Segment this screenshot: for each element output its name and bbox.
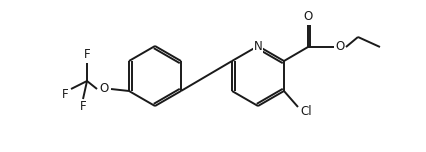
Text: F: F [62, 88, 68, 102]
Text: Cl: Cl [300, 105, 312, 117]
Text: N: N [253, 40, 262, 52]
Text: O: O [303, 10, 313, 24]
Text: O: O [99, 83, 109, 95]
Text: F: F [83, 48, 90, 62]
Text: O: O [335, 40, 345, 54]
Text: F: F [80, 100, 86, 114]
